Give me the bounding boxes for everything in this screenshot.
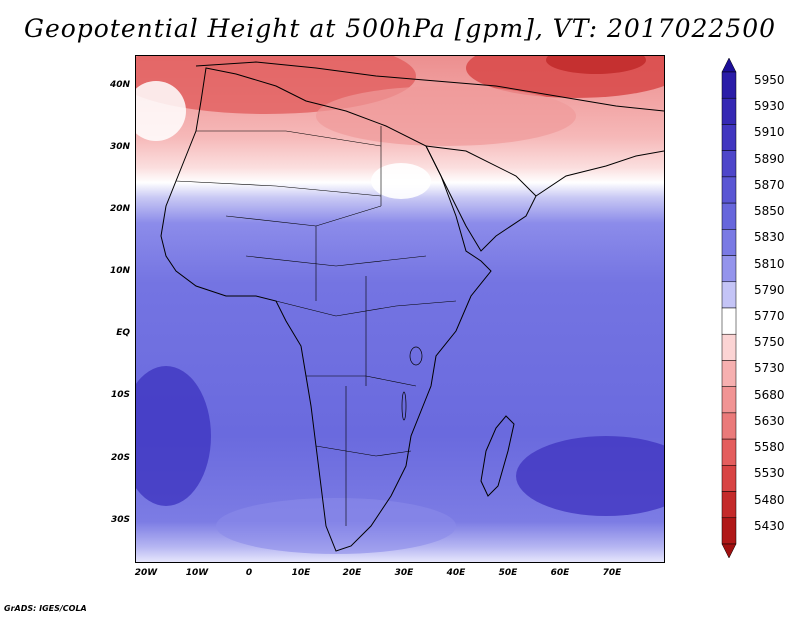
legend-value-label: 5830 xyxy=(754,230,785,245)
lat-label-10s: 10S xyxy=(110,390,130,400)
legend-swatch xyxy=(721,412,737,440)
legend-value-label: 5730 xyxy=(754,361,785,376)
legend-bottom-arrow xyxy=(721,543,737,559)
legend-swatch xyxy=(721,491,737,519)
lon-label-10e: 10E xyxy=(291,568,311,578)
lon-label-20e: 20E xyxy=(342,568,362,578)
lon-label-70e: 70E xyxy=(602,568,622,578)
legend-swatch xyxy=(721,386,737,414)
legend-value-label: 5930 xyxy=(754,99,785,114)
lat-label-eq: EQ xyxy=(116,328,130,338)
legend-swatch xyxy=(721,360,737,387)
legend-swatch xyxy=(721,333,737,361)
legend-value-label: 5480 xyxy=(754,492,785,507)
legend-value-label: 5850 xyxy=(754,204,785,219)
map-plot xyxy=(135,55,665,563)
legend-swatch xyxy=(721,465,737,492)
legend-swatch xyxy=(721,71,737,99)
legend-swatch xyxy=(721,307,737,335)
legend-value-label: 5630 xyxy=(754,413,785,428)
legend-swatch xyxy=(721,150,737,178)
legend-value-label: 5680 xyxy=(754,387,785,402)
legend-swatch xyxy=(721,517,737,545)
legend-swatch xyxy=(721,229,737,256)
legend-value-label: 5580 xyxy=(754,440,785,455)
lon-label-0: 0 xyxy=(245,568,253,578)
legend-swatch xyxy=(721,176,737,204)
legend-value-label: 5750 xyxy=(754,335,785,350)
legend-swatch xyxy=(721,97,737,125)
lat-label-10n: 10N xyxy=(109,266,130,276)
lon-label-50e: 50E xyxy=(498,568,518,578)
credit-text: GrADS: IGES/COLA xyxy=(4,604,87,613)
legend-value-label: 5950 xyxy=(754,73,785,87)
lat-label-20n: 20N xyxy=(109,204,130,214)
color-legend: 5950 5930 5910 5890 5870 5850 5830 5810 5790 5770… xyxy=(714,57,794,559)
legend-value-label: 5770 xyxy=(754,309,785,323)
legend-top-arrow xyxy=(721,57,737,73)
lon-label-30e: 30E xyxy=(394,568,414,578)
legend-swatch xyxy=(721,281,737,309)
legend-swatch xyxy=(721,202,737,230)
lat-label-30s: 30S xyxy=(110,515,130,525)
legend-value-label: 5430 xyxy=(754,518,785,533)
legend-value-label: 5870 xyxy=(754,177,785,192)
legend-swatch xyxy=(721,438,737,466)
lon-label-40e: 40E xyxy=(446,568,466,578)
lat-label-40n: 40N xyxy=(109,80,130,90)
legend-colorbar xyxy=(721,57,737,559)
lon-label-60e: 60E xyxy=(550,568,570,578)
lon-label-10w: 10W xyxy=(185,568,209,578)
legend-swatch xyxy=(721,124,737,151)
legend-swatch xyxy=(721,255,737,283)
legend-value-label: 5530 xyxy=(754,466,785,481)
lon-label-20w: 20W xyxy=(134,568,158,578)
legend-value-label: 5790 xyxy=(754,282,785,297)
map-title: Geopotential Height at 500hPa [gpm], VT:… xyxy=(23,14,777,43)
legend-value-label: 5910 xyxy=(754,125,785,140)
lat-label-20s: 20S xyxy=(110,453,130,463)
legend-value-label: 5810 xyxy=(754,256,785,271)
legend-value-label: 5890 xyxy=(754,151,785,166)
lat-label-30n: 30N xyxy=(109,142,130,152)
